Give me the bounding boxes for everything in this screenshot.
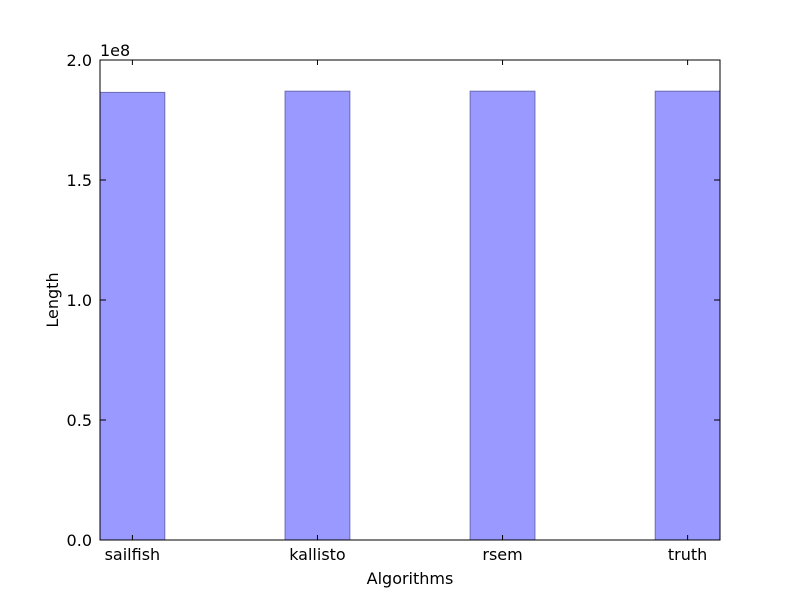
x-tick-label-sailfish: sailfish bbox=[105, 545, 161, 564]
x-axis-label: Algorithms bbox=[367, 569, 454, 588]
y-tick-label: 2.0 bbox=[67, 51, 92, 70]
y-axis-label: Length bbox=[43, 272, 62, 327]
bar-rsem bbox=[469, 90, 536, 541]
y-axis-offset-label: 1e8 bbox=[100, 41, 130, 60]
bar-truth bbox=[654, 90, 721, 541]
y-tick-label: 1.0 bbox=[67, 291, 92, 310]
y-tick-label: 1.5 bbox=[67, 171, 92, 190]
bar-kallisto bbox=[284, 90, 351, 541]
x-tick-label-rsem: rsem bbox=[482, 545, 522, 564]
x-tick-label-truth: truth bbox=[668, 545, 707, 564]
plot-frame bbox=[99, 59, 721, 541]
labels-layer: sailfish kallisto rsem truth 0.0 0.5 1.0 1.5 2.0 bbox=[67, 51, 708, 564]
bar-sailfish bbox=[99, 91, 166, 541]
bars-layer bbox=[99, 90, 721, 541]
y-tick-label: 0.5 bbox=[67, 411, 92, 430]
x-tick-label-kallisto: kallisto bbox=[289, 545, 346, 564]
y-tick-label: 0.0 bbox=[67, 531, 92, 550]
